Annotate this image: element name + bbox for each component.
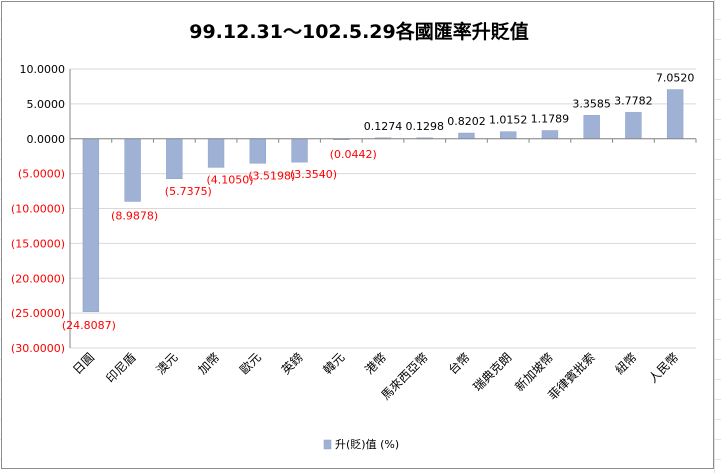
- y-tick-label: (25.0000): [11, 307, 65, 320]
- data-label: 3.3585: [572, 97, 611, 110]
- bar: [207, 138, 225, 168]
- x-category-label: 港幣: [362, 350, 389, 377]
- x-category-label: 歐元: [236, 350, 264, 378]
- y-tick-label: (5.0000): [18, 168, 65, 181]
- chart-title: 99.12.31～102.5.29各國匯率升貶值: [189, 20, 529, 43]
- x-category-label: 人民幣: [646, 350, 681, 385]
- y-tick-label: 10.0000: [20, 63, 66, 76]
- data-label: 7.0520: [656, 72, 695, 85]
- x-category-label: 印尼盾: [103, 350, 138, 385]
- data-label: (3.3540): [290, 168, 337, 181]
- legend-swatch: [323, 439, 332, 450]
- data-label: (5.7375): [165, 185, 212, 198]
- data-label: 1.0152: [489, 114, 528, 127]
- y-tick-label: (20.0000): [11, 272, 65, 285]
- bar: [249, 138, 266, 164]
- bar: [666, 89, 684, 139]
- bar: [166, 138, 183, 180]
- y-tick-label: 5.0000: [27, 98, 66, 111]
- bar: [625, 112, 642, 140]
- data-label: 0.1298: [405, 120, 444, 133]
- data-label: 0.8202: [447, 115, 486, 128]
- x-category-label: 英鎊: [278, 350, 306, 378]
- x-category-label: 台幣: [445, 350, 473, 378]
- data-label: (3.5198): [248, 169, 295, 182]
- bar: [541, 130, 559, 140]
- bar: [124, 138, 141, 202]
- data-label: (4.1050): [207, 173, 254, 186]
- data-label: 3.7782: [614, 94, 653, 107]
- legend-label: 升(貶)值 (%): [335, 438, 399, 451]
- x-category-label: 韓元: [321, 350, 348, 377]
- data-label: 0.1274: [364, 120, 403, 133]
- y-tick-label: (10.0000): [11, 203, 65, 216]
- x-category-label: 日圓: [70, 350, 97, 377]
- data-label: (24.8087): [62, 319, 116, 332]
- y-tick-label: (30.0000): [11, 342, 65, 355]
- x-category-label: 澳元: [154, 350, 181, 377]
- y-tick-label: 0.0000: [27, 133, 66, 146]
- bar: [291, 138, 308, 163]
- bar: [82, 138, 100, 313]
- bar: [458, 132, 475, 139]
- x-category-label: 紐幣: [613, 350, 640, 377]
- bar: [583, 115, 600, 139]
- chart-canvas: 99.12.31～102.5.29各國匯率升貶值 10.0000 5.0000 0.…: [11, 20, 697, 451]
- chart-area[interactable]: 99.12.31～102.5.29各國匯率升貶值 10.0000 5.0000 0.…: [1, 1, 714, 469]
- data-label: (8.9878): [111, 209, 158, 222]
- x-category-label: 瑞典克朗: [470, 350, 514, 394]
- data-label: (0.0442): [330, 148, 377, 161]
- x-category-label: 加幣: [195, 350, 222, 377]
- sheet-gridline: [714, 0, 715, 473]
- y-tick-label: (15.0000): [11, 237, 65, 250]
- data-label: 1.1789: [531, 113, 570, 126]
- bar: [500, 131, 517, 139]
